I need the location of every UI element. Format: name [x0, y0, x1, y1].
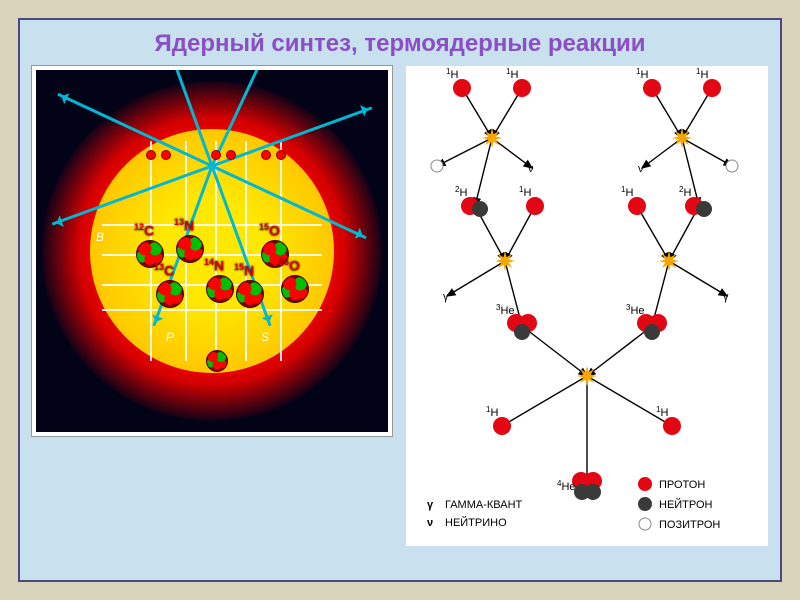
proton-dot — [261, 150, 271, 160]
svg-text:2H: 2H — [455, 185, 467, 199]
axis-label: B — [96, 230, 104, 244]
node-star — [495, 251, 515, 271]
node-H2: 2H — [455, 185, 488, 217]
nucleus-label: 15O — [259, 222, 280, 239]
nucleus — [156, 280, 184, 308]
nucleus — [236, 280, 264, 308]
node-He3: 3He — [626, 303, 667, 340]
proton-dot — [211, 150, 221, 160]
reaction-arrow — [587, 376, 672, 426]
nucleus-label: 14N — [204, 257, 224, 274]
reaction-arrow — [682, 138, 732, 166]
svg-text:1H: 1H — [696, 67, 708, 81]
pp-nodes: 1H 1H 1H 1H ν ν 2H 1H 1H 2H γ γ 3He 3He 1H 1H 4He — [431, 67, 738, 500]
node-H1: 1H — [446, 67, 471, 97]
nucleus-label: 12C — [134, 222, 154, 239]
reaction-arrow — [637, 206, 669, 261]
node-star — [672, 128, 692, 148]
node-H1: 1H — [519, 185, 544, 215]
node-H1: 1H — [486, 405, 511, 435]
node-gamma: γ — [443, 291, 449, 303]
proton-dot — [146, 150, 156, 160]
proton-dot — [226, 150, 236, 160]
svg-text:1H: 1H — [486, 405, 498, 419]
svg-text:1H: 1H — [506, 67, 518, 81]
node-star — [482, 128, 502, 148]
legend-nu-sym: ν — [427, 517, 433, 529]
grid-line — [102, 254, 322, 256]
reaction-arrow — [642, 138, 682, 168]
nucleus-label: 15N — [234, 262, 254, 279]
reaction-arrow — [492, 138, 532, 168]
content-row: 12C13N13C14N15N15O16OBPS 1H1H1H1Hνν2H1H1… — [32, 66, 768, 566]
pp-chain-svg: 1H 1H 1H 1H ν ν 2H 1H 1H 2H γ γ 3He 3He 1H 1H 4He γ ГАММ… — [406, 66, 768, 546]
node-H1: 1H — [506, 67, 531, 97]
node-H1: 1H — [656, 405, 681, 435]
pp-edges — [437, 88, 732, 486]
grid-line — [245, 141, 247, 361]
svg-text:γ: γ — [443, 291, 449, 303]
grid-line — [102, 309, 322, 311]
reaction-arrow — [522, 326, 587, 376]
reaction-arrow — [447, 261, 505, 296]
node-He4: 4He — [557, 472, 602, 500]
reaction-arrow — [587, 326, 652, 376]
node-gamma: γ — [723, 291, 729, 303]
node-H1: 1H — [696, 67, 721, 97]
svg-text:1H: 1H — [636, 67, 648, 81]
nucleus — [206, 275, 234, 303]
reaction-arrow — [437, 138, 492, 166]
node-H1: 1H — [621, 185, 646, 215]
svg-text:4He: 4He — [557, 479, 576, 493]
node-nu: ν — [528, 163, 534, 175]
legend-neutron: НЕЙТРОН — [659, 498, 713, 511]
svg-text:γ: γ — [723, 291, 729, 303]
svg-text:ν: ν — [528, 163, 534, 175]
svg-text:1H: 1H — [621, 185, 633, 199]
legend-gamma: ГАММА-КВАНТ — [445, 499, 523, 511]
reaction-arrow — [502, 376, 587, 426]
nucleus — [176, 235, 204, 263]
nucleus-label: 13N — [174, 217, 194, 234]
svg-text:1H: 1H — [519, 185, 531, 199]
sun-cno-panel: 12C 13N 13C 14N 15N 15O 16O B P S — [32, 66, 392, 436]
proton-dot — [276, 150, 286, 160]
svg-text:3He: 3He — [496, 303, 515, 317]
node-positron — [431, 160, 443, 172]
node-nu: ν — [638, 163, 644, 175]
svg-text:2H: 2H — [679, 185, 691, 199]
svg-text:ν: ν — [638, 163, 644, 175]
reaction-arrow — [505, 206, 535, 261]
legend-proton: ПРОТОН — [659, 479, 705, 491]
legend-positron-icon — [639, 518, 651, 530]
node-star — [659, 251, 679, 271]
node-star — [577, 366, 597, 386]
node-positron — [726, 160, 738, 172]
proton-dot — [161, 150, 171, 160]
legend-nu: НЕЙТРИНО — [445, 516, 507, 529]
pp-chain-panel: 1H 1H 1H 1H ν ν 2H 1H 1H 2H γ γ 3He 3He 1H 1H 4He γ ГАММ… — [406, 66, 768, 546]
svg-text:3He: 3He — [626, 303, 645, 317]
nucleus-label: 16O — [279, 257, 300, 274]
svg-text:1H: 1H — [446, 67, 458, 81]
node-H1: 1H — [636, 67, 661, 97]
nucleus — [281, 275, 309, 303]
legend-proton-icon — [638, 477, 652, 491]
legend-positron: ПОЗИТРОН — [659, 519, 720, 531]
legend-neutron-icon — [638, 497, 652, 511]
reaction-arrow — [669, 261, 727, 296]
slide-title: Ядерный синтез, термоядерные реакции — [32, 30, 768, 58]
node-He3: 3He — [496, 303, 537, 340]
legend-gamma-sym: γ — [427, 499, 434, 511]
axis-label: P — [166, 330, 174, 344]
nucleus-label: 13C — [154, 262, 174, 279]
nucleus-he4 — [206, 350, 228, 372]
reaction-arrow — [475, 138, 492, 206]
axis-label: S — [261, 330, 269, 344]
slide: Ядерный синтез, термоядерные реакции — [18, 18, 782, 582]
